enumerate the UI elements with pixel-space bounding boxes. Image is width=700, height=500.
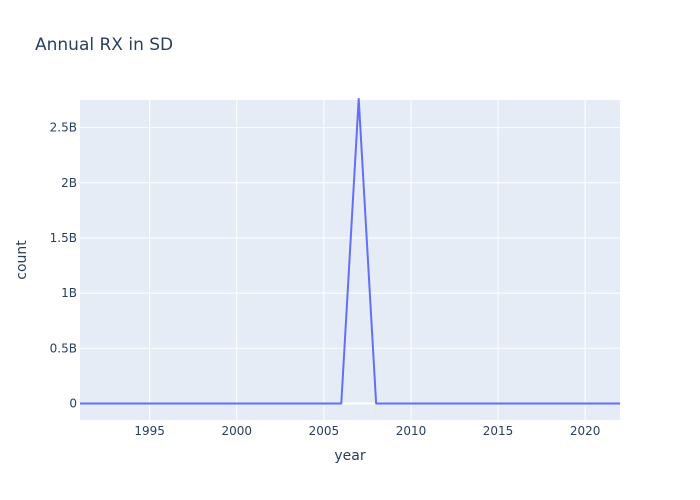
y-tick-label-5: 2.5B	[50, 121, 77, 135]
y-tick-label-3: 1.5B	[50, 231, 77, 245]
y-tick-label-2: 1B	[61, 286, 77, 300]
x-tick-label-2015: 2015	[483, 424, 514, 438]
x-tick-label-2000: 2000	[222, 424, 253, 438]
series-line-0	[80, 97, 620, 405]
chart-title: Annual RX in SD	[35, 35, 173, 55]
x-tick-label-2010: 2010	[396, 424, 427, 438]
y-tick-label-0: 0	[69, 396, 77, 410]
y-tick-label-1: 0.5B	[50, 341, 77, 355]
line-layer	[80, 97, 620, 405]
x-tick-label-1995: 1995	[134, 424, 165, 438]
x-tick-label-2005: 2005	[309, 424, 340, 438]
y-tick-label-4: 2B	[61, 176, 77, 190]
y-axis-title: count	[14, 240, 30, 280]
x-axis-title: year	[334, 448, 365, 464]
x-tick-label-2020: 2020	[570, 424, 601, 438]
tick-layer: 1995 2000 2005 2010 2015 2020 0 0.5B 1B 1.5B 2B 2.5…	[50, 121, 601, 438]
